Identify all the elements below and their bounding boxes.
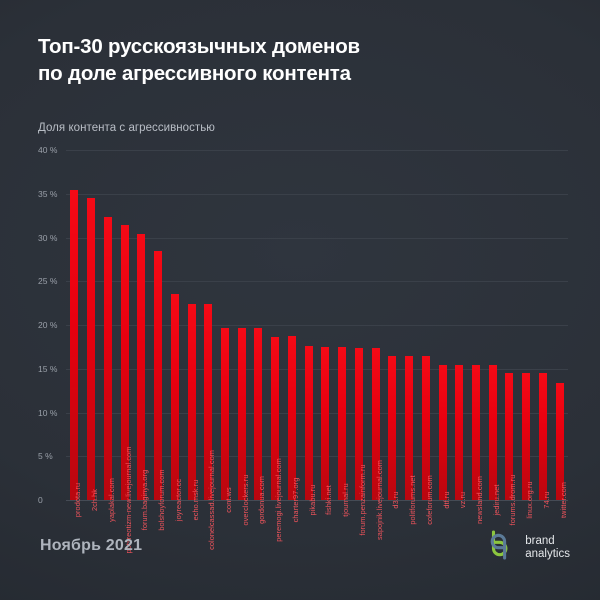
bar[interactable]: echo.msk.ru (187, 304, 200, 520)
bar-group[interactable]: charter97.org (284, 150, 301, 522)
y-axis-tick-label: 30 % (38, 232, 58, 243)
bar-group[interactable]: bolshoyforum.com (150, 150, 167, 531)
bar[interactable]: joyreactor.cc (170, 294, 183, 521)
chart-gridlines: 40 % 35 % 30 % 25 % 20 % 15 % 10 % 5 % 0 (38, 145, 568, 510)
bar[interactable]: potsreotizm-new.livejournal.com (120, 225, 133, 553)
chart-bars: prodota.ru 2ch.hk yaplakal.com potsreotizm-… (66, 150, 568, 553)
bar-group[interactable]: vz.ru (451, 150, 468, 508)
bar[interactable]: bolshoyforum.com (154, 250, 166, 531)
bar[interactable]: jediru.net (488, 365, 501, 516)
gridline (66, 368, 568, 370)
brand-analytics-logo: brand analytics (482, 528, 570, 567)
bar-group[interactable]: overclockers.ru (233, 150, 250, 525)
bar[interactable]: overclockers.ru (237, 327, 250, 525)
bar[interactable]: gordonua.com (254, 327, 266, 524)
bar[interactable]: yaplakal.com (103, 217, 116, 522)
bar-group[interactable]: forums.drom.ru (501, 150, 518, 525)
y-axis-tick-label: 5 % (38, 451, 53, 462)
y-axis-tick-label: 20 % (38, 320, 58, 330)
bar[interactable]: d3.ru (388, 355, 400, 509)
brand-analytics-mark-icon (482, 528, 516, 567)
gridline (66, 193, 568, 195)
y-axis-tick-label: 0 (38, 495, 43, 505)
bar-group[interactable]: dtf.ru (434, 150, 451, 509)
bar-group[interactable]: fishki.net (317, 150, 334, 515)
bar-group[interactable]: cont.ws (217, 150, 234, 513)
bar-group[interactable]: prodota.ru (66, 150, 83, 517)
bar[interactable]: cofeforum.com (421, 355, 434, 525)
bar[interactable]: pikabu.ru (304, 346, 317, 515)
bar-group[interactable]: joyreactor.cc (166, 150, 183, 521)
bar-category-label: twitter.com (558, 482, 568, 518)
brand-analytics-wordmark: brand analytics (525, 534, 570, 560)
bar[interactable]: newsland.com (471, 365, 484, 524)
bar-group[interactable]: tjournal.ru (334, 150, 351, 517)
bar-group[interactable]: cofeforum.com (417, 150, 434, 525)
bar-group[interactable]: linux.org.ru (518, 150, 535, 519)
bar-group[interactable]: 74.ru (535, 150, 552, 509)
bar[interactable]: tjournal.ru (338, 346, 350, 517)
bar-group[interactable]: twitter.com (551, 150, 568, 518)
gridline (66, 500, 568, 501)
bar[interactable]: forum.penzainform.ru (354, 347, 367, 536)
bar-group[interactable]: 2ch.hk (83, 150, 100, 511)
bar[interactable]: politforums.net (405, 355, 417, 525)
bar[interactable]: prodota.ru (70, 190, 82, 517)
bar-group[interactable]: forum.penzainform.ru (350, 150, 367, 536)
bar-group[interactable]: colonelcassad.livejournal.com (200, 150, 217, 550)
bar[interactable]: cont.ws (220, 327, 233, 513)
chart-plot-area: 40 % 35 % 30 % 25 % 20 % 15 % 10 % 5 % 0 prodota… (38, 145, 568, 553)
bar-group[interactable]: d3.ru (384, 150, 401, 509)
bar-group[interactable]: peremogi.livejournal.com (267, 150, 284, 542)
bar-group[interactable]: newsland.com (468, 150, 485, 524)
bar[interactable]: dtf.ru (438, 365, 451, 509)
bar-group[interactable]: echo.msk.ru (183, 150, 200, 520)
chart-subtitle: Доля контента с агрессивностью (38, 122, 215, 134)
bar[interactable]: twitter.com (555, 382, 568, 518)
bar[interactable]: vz.ru (455, 365, 467, 508)
gridline (66, 237, 568, 239)
bar-group[interactable]: gordonua.com (250, 150, 267, 524)
bar[interactable]: peremogi.livejournal.com (271, 337, 283, 542)
y-axis-tick-label: 25 % (38, 276, 58, 287)
y-axis-tick-label: 35 % (38, 188, 58, 199)
bar-group[interactable]: politforums.net (401, 150, 418, 525)
gridline (66, 281, 568, 283)
bar[interactable]: forums.drom.ru (505, 373, 517, 525)
bar-group[interactable]: potsreotizm-new.livejournal.com (116, 150, 133, 553)
bar-group[interactable]: yaplakal.com (99, 150, 116, 522)
bar-group[interactable]: sapojnik.livejournal.com (367, 150, 384, 540)
bar[interactable]: forum.baginya.org (137, 234, 149, 530)
bar[interactable]: 74.ru (538, 373, 551, 509)
bar[interactable]: linux.org.ru (522, 373, 534, 519)
bar-group[interactable]: forum.baginya.org (133, 150, 150, 530)
bar[interactable]: fishki.net (321, 346, 333, 515)
bar-group[interactable]: jediru.net (484, 150, 501, 516)
bar[interactable]: sapojnik.livejournal.com (371, 347, 384, 540)
bar[interactable]: charter97.org (287, 336, 300, 522)
bar[interactable]: 2ch.hk (87, 198, 99, 511)
gridline (66, 456, 568, 458)
y-axis-tick-label: 40 % (38, 145, 58, 155)
gridline (66, 412, 568, 414)
bar[interactable]: colonelcassad.livejournal.com (204, 304, 216, 550)
period-label: Ноябрь 2021 (40, 537, 143, 554)
y-axis-tick-label: 10 % (38, 407, 58, 418)
y-axis-tick-label: 15 % (38, 363, 58, 374)
gridline (66, 150, 568, 151)
page-title: Топ-30 русскоязычных доменов по доле агр… (38, 35, 360, 86)
gridline (66, 325, 568, 326)
bar-group[interactable]: pikabu.ru (300, 150, 317, 515)
